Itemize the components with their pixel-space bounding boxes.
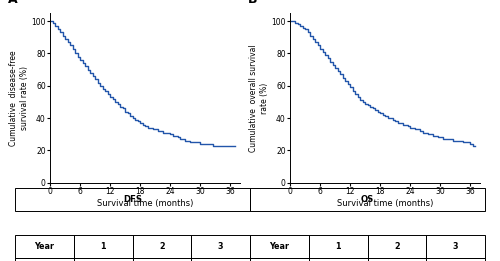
Bar bbox=[426, 258, 485, 261]
Bar bbox=[368, 235, 426, 258]
Bar bbox=[250, 235, 309, 258]
Text: B: B bbox=[248, 0, 258, 6]
Text: Year: Year bbox=[34, 242, 54, 251]
Text: 3: 3 bbox=[453, 242, 458, 251]
Bar bbox=[191, 235, 250, 258]
Bar bbox=[132, 258, 191, 261]
Text: A: A bbox=[8, 0, 18, 6]
Bar bbox=[250, 258, 309, 261]
Text: Year: Year bbox=[270, 242, 289, 251]
Text: 2: 2 bbox=[159, 242, 164, 251]
Bar bbox=[368, 258, 426, 261]
Text: 3: 3 bbox=[218, 242, 224, 251]
Text: 2: 2 bbox=[394, 242, 400, 251]
Bar bbox=[15, 235, 74, 258]
Bar bbox=[74, 258, 132, 261]
Bar bbox=[426, 235, 485, 258]
Y-axis label: Cumulative  disease-free
survival rate (%): Cumulative disease-free survival rate (%… bbox=[9, 50, 29, 146]
Bar bbox=[132, 235, 191, 258]
X-axis label: Survival time (months): Survival time (months) bbox=[97, 199, 193, 208]
Bar bbox=[309, 258, 368, 261]
X-axis label: Survival time (months): Survival time (months) bbox=[337, 199, 433, 208]
Text: 1: 1 bbox=[100, 242, 106, 251]
Text: OS: OS bbox=[361, 195, 374, 204]
Text: DFS: DFS bbox=[123, 195, 142, 204]
Bar bbox=[15, 188, 250, 211]
Bar bbox=[15, 258, 74, 261]
Y-axis label: Cumulative  overall survival
rate (%): Cumulative overall survival rate (%) bbox=[249, 44, 268, 152]
Text: 1: 1 bbox=[336, 242, 341, 251]
Bar bbox=[309, 235, 368, 258]
Bar bbox=[250, 188, 485, 211]
Bar bbox=[191, 258, 250, 261]
Bar bbox=[74, 235, 132, 258]
